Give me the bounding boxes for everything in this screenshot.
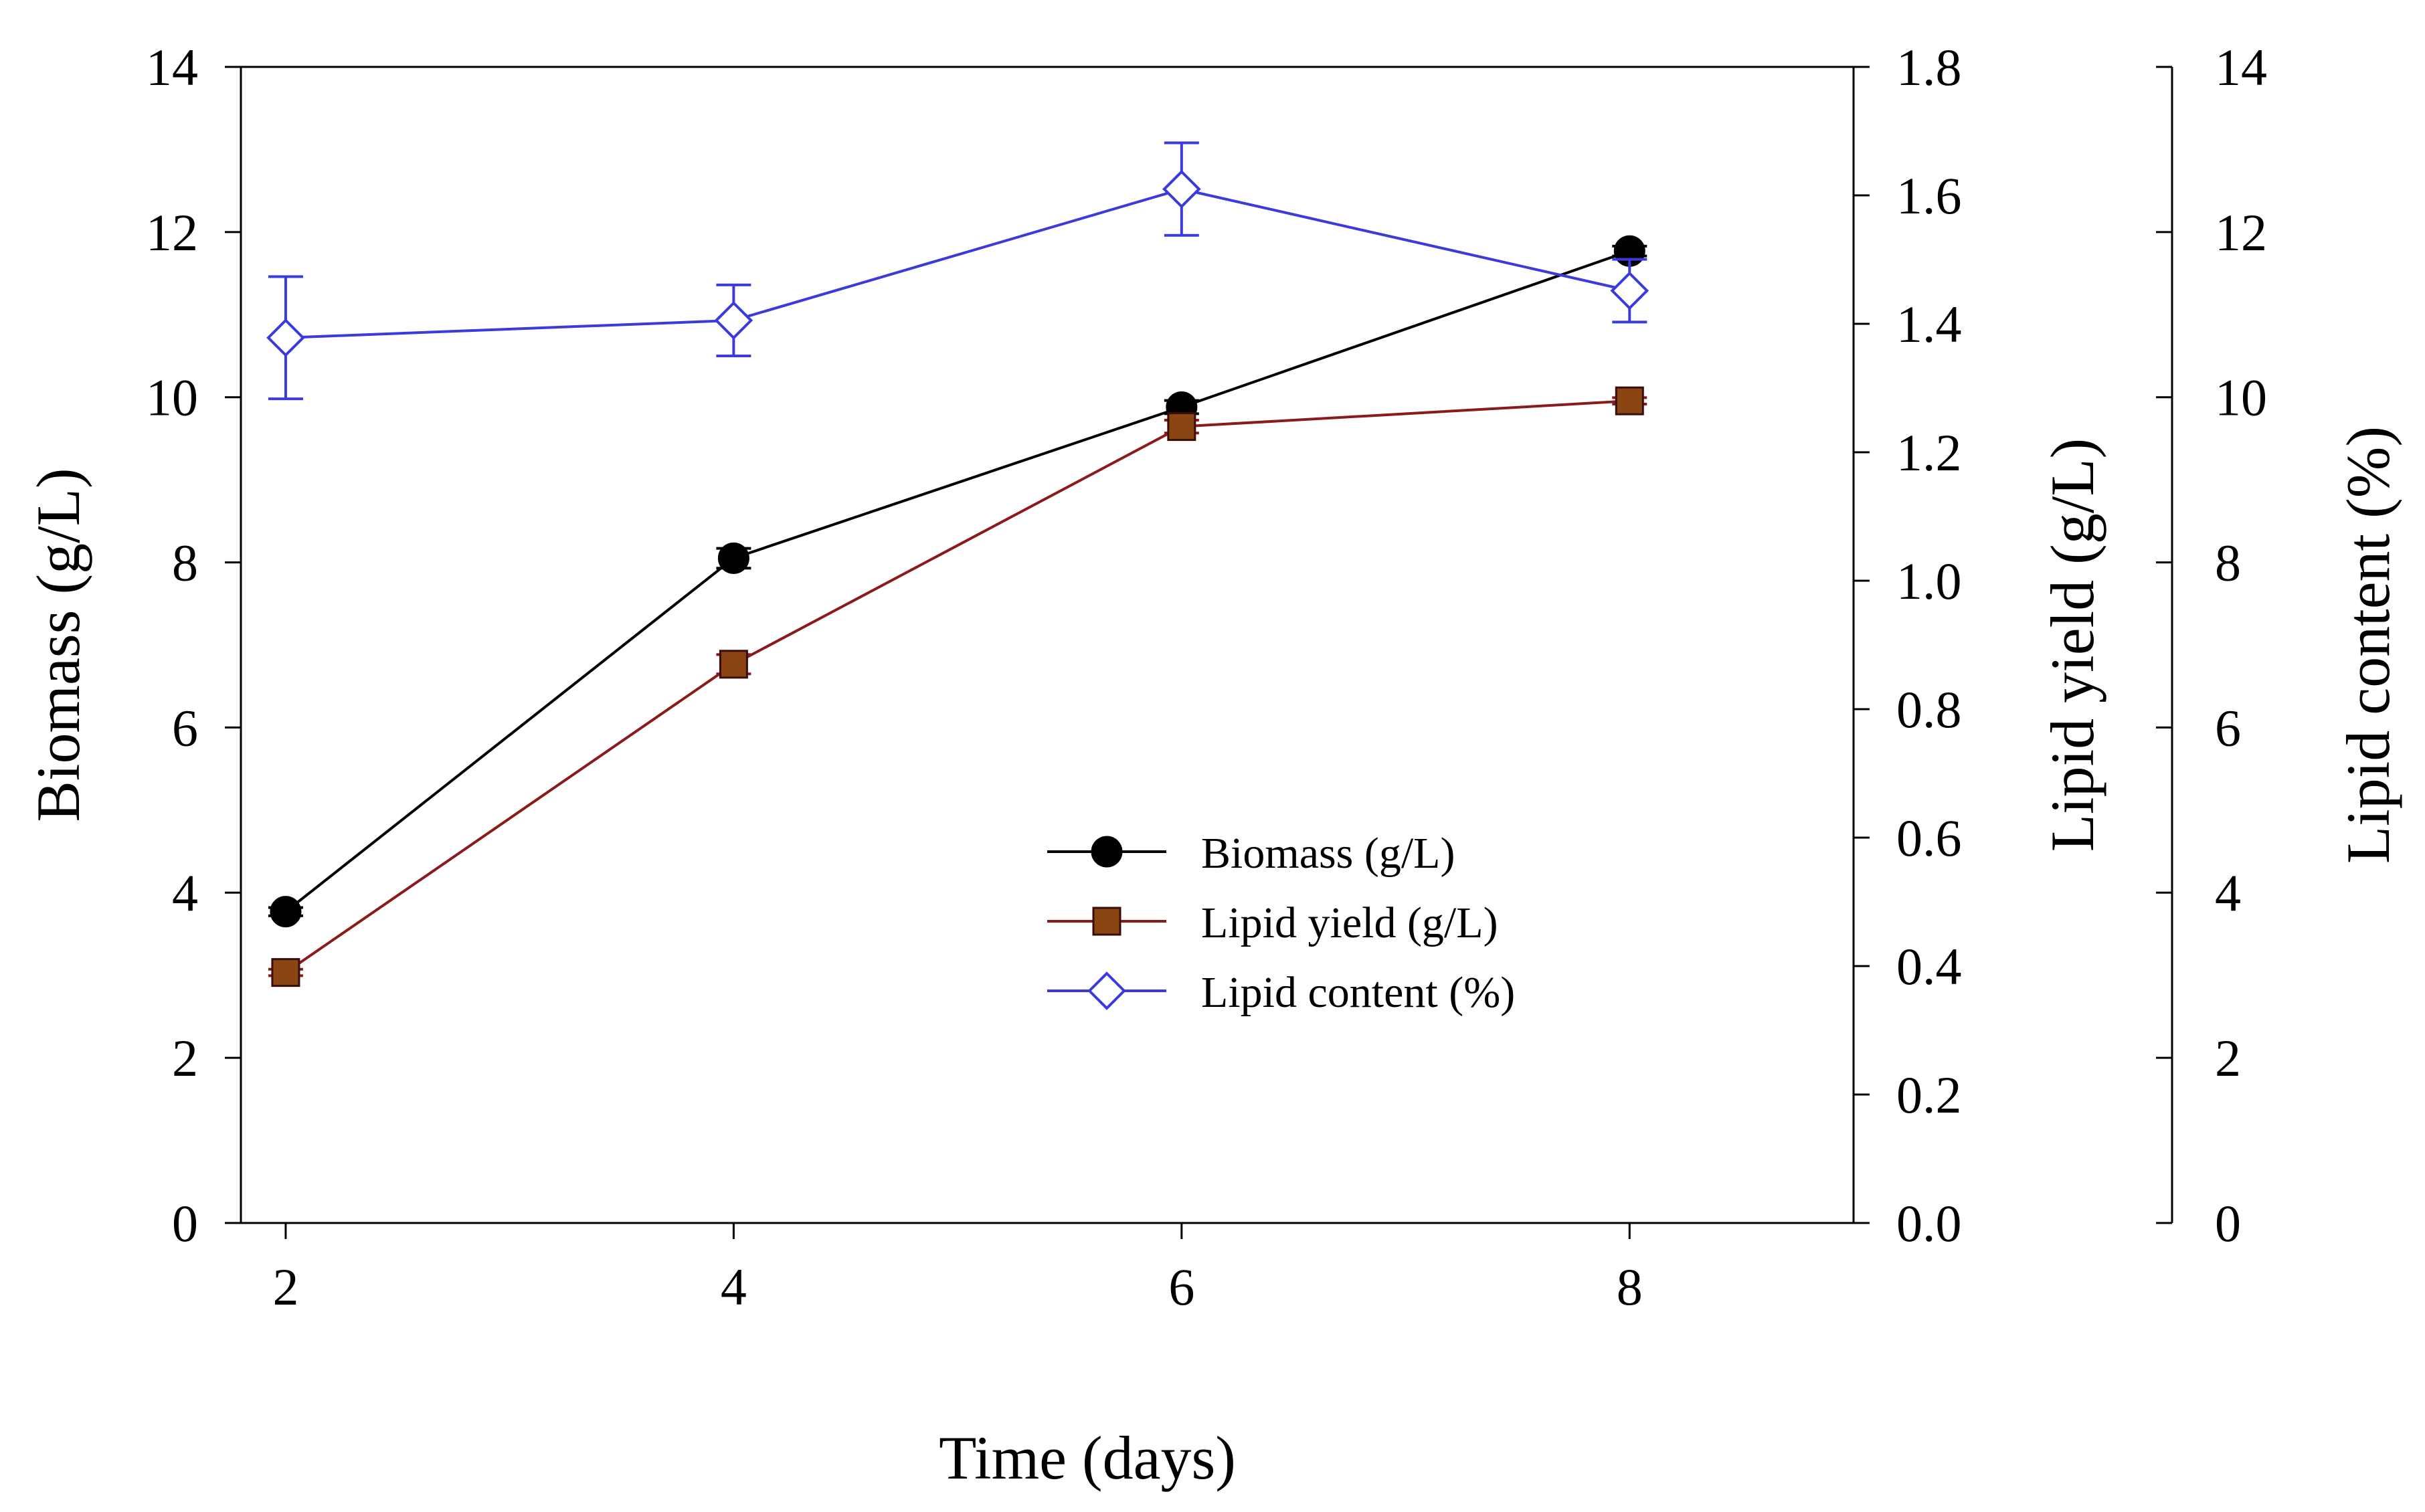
right2-y-tick-label: 4 (2215, 864, 2241, 922)
legend-marker (1091, 836, 1123, 868)
x-tick-label: 2 (272, 1258, 298, 1316)
left-y-tick-label: 8 (172, 534, 198, 592)
right1-y-tick-label: 0.6 (1896, 809, 1962, 867)
legend-item: Lipid content (%) (1047, 968, 1515, 1017)
x-tick-label: 8 (1617, 1258, 1643, 1316)
left-y-tick-label: 10 (146, 369, 198, 427)
data-point (1167, 412, 1196, 442)
legend-label: Lipid content (%) (1201, 968, 1515, 1017)
data-point (1610, 271, 1649, 310)
legend-layer: Biomass (g/L) Lipid yield (g/L) Lipid cont… (1047, 829, 1515, 1017)
right2-y-tick-label: 10 (2215, 369, 2267, 427)
right1-y-tick-label: 1.4 (1896, 295, 1962, 353)
right2-y-tick-label: 14 (2215, 38, 2267, 96)
right1-y-axis-title: Lipid yield (g/L) (2038, 438, 2106, 852)
right1-y-tick-label: 1.2 (1896, 423, 1962, 482)
data-point (1615, 386, 1644, 415)
legend-item: Lipid yield (g/L) (1047, 899, 1498, 947)
left-y-tick-label: 12 (146, 203, 198, 262)
data-point (714, 301, 753, 340)
left-y-tick-label: 14 (146, 38, 198, 96)
series-3 (266, 141, 1649, 401)
legend-marker (1092, 907, 1121, 936)
data-point (266, 318, 305, 357)
series-line (284, 250, 1630, 913)
right2-y-tick-label: 8 (2215, 534, 2241, 592)
left-y-tick-label: 4 (172, 864, 198, 922)
right1-y-tick-label: 0.8 (1896, 680, 1962, 739)
series-layer (266, 141, 1649, 987)
data-point (270, 896, 302, 928)
data-point (271, 958, 300, 987)
legend-marker (1087, 971, 1126, 1010)
right2-y-tick-label: 12 (2215, 203, 2267, 262)
axes-layer: 2 4 6 8 Time (days) 0 2 4 6 8 10 12 14 Biomass (g/L) 0… (24, 38, 2402, 1492)
x-tick-label: 4 (721, 1258, 747, 1316)
right1-y-tick-label: 1.6 (1896, 167, 1962, 225)
data-point (719, 650, 748, 679)
left-y-tick-label: 0 (172, 1194, 198, 1252)
right1-y-tick-label: 0.0 (1896, 1194, 1962, 1252)
left-y-axis-title: Biomass (g/L) (24, 468, 92, 822)
right1-y-tick-label: 0.4 (1896, 937, 1962, 996)
legend-label: Biomass (g/L) (1201, 829, 1455, 878)
right2-y-tick-label: 6 (2215, 698, 2241, 757)
right1-y-tick-label: 1.8 (1896, 38, 1962, 96)
legend-item: Biomass (g/L) (1047, 829, 1455, 878)
x-axis-title: Time (days) (939, 1424, 1236, 1492)
series-2 (268, 386, 1647, 987)
right2-y-axis-title: Lipid content (%) (2334, 426, 2402, 864)
right2-y-tick-label: 0 (2215, 1194, 2241, 1252)
left-y-tick-label: 6 (172, 698, 198, 757)
series-line (285, 187, 1630, 339)
data-point (717, 542, 749, 574)
series-line (284, 399, 1630, 974)
right1-y-tick-label: 1.0 (1896, 552, 1962, 610)
x-tick-label: 6 (1168, 1258, 1194, 1316)
series-1 (268, 235, 1647, 928)
data-point (1162, 169, 1201, 209)
legend-label: Lipid yield (g/L) (1201, 899, 1498, 947)
right2-y-tick-label: 2 (2215, 1029, 2241, 1087)
left-y-tick-label: 2 (172, 1029, 198, 1087)
right1-y-tick-label: 0.2 (1896, 1066, 1962, 1124)
